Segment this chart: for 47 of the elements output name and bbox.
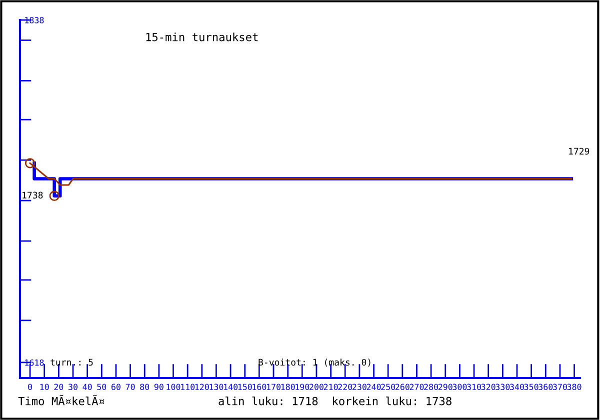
- text: alin luku: 1718 korkein luku: 1738: [218, 396, 452, 406]
- x-tick-label: 220: [338, 384, 352, 390]
- x-tick-label: 210: [324, 384, 338, 390]
- x-tick-label: 30: [68, 384, 78, 390]
- x-tick-label: 300: [452, 384, 467, 390]
- x-tick-label: 130: [210, 384, 224, 390]
- x-tick-label: 150: [238, 384, 252, 390]
- x-tick-label: 70: [126, 384, 135, 390]
- x-tick-label: 230: [352, 384, 366, 390]
- text: Timo MÃ¤kelÃ¤: [18, 394, 104, 406]
- x-tick-label: 170: [266, 384, 280, 390]
- x-tick-label: 260: [395, 384, 410, 390]
- x-tick-label: 380: [567, 384, 582, 390]
- x-tick-label: 120: [195, 384, 209, 390]
- annotation: 1729: [569, 148, 590, 155]
- x-tick-label: 240: [366, 384, 381, 390]
- x-tick-label: 340: [510, 384, 524, 390]
- x-tick-label: 190: [296, 384, 310, 390]
- x-tick-label: 200: [310, 384, 324, 390]
- x-tick-label: 50: [97, 384, 106, 390]
- x-tick-label: 160: [252, 384, 266, 390]
- x-tick-label: 350: [524, 384, 538, 390]
- x-tick-label: 0: [28, 384, 32, 390]
- x-tick-label: 310: [467, 384, 481, 390]
- x-tick-label: 330: [496, 384, 510, 390]
- y-tick-label: 1838: [25, 17, 44, 24]
- x-tick-label: 140: [224, 384, 238, 390]
- x-tick-label: 360: [538, 384, 553, 390]
- x-tick-label: 60: [111, 384, 120, 390]
- x-tick-label: 320: [481, 384, 496, 390]
- annotation: 1738: [22, 192, 43, 199]
- x-tick-label: 250: [381, 384, 396, 390]
- x-tick-label: 280: [424, 384, 438, 390]
- x-tick-label: 370: [552, 384, 567, 390]
- x-tick-label: 180: [281, 384, 295, 390]
- x-tick-label: 110: [181, 384, 195, 390]
- x-tick-label: 90: [154, 384, 164, 390]
- annotation: turn.: 5: [50, 358, 93, 366]
- annotation: B-voitot: 1 (maks. 0): [258, 358, 370, 367]
- x-tick-label: 270: [410, 384, 424, 390]
- x-tick-label: 100: [166, 384, 180, 390]
- x-tick-label: 40: [82, 384, 92, 390]
- text: 15-min turnaukset: [146, 32, 258, 42]
- x-tick-label: 20: [54, 384, 64, 390]
- x-tick-label: 80: [140, 384, 150, 390]
- x-tick-label: 10: [40, 384, 49, 390]
- x-tick-label: 290: [438, 384, 452, 390]
